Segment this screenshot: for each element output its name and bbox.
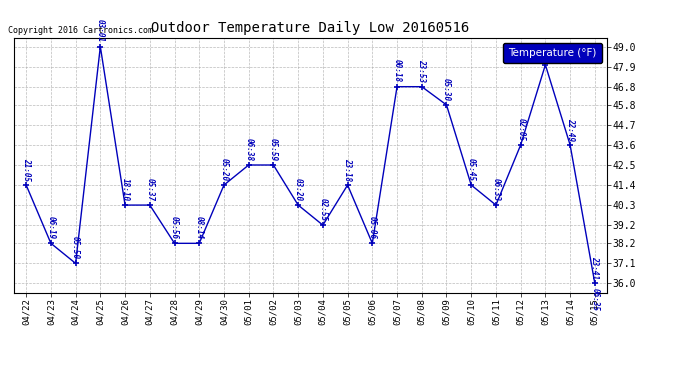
Text: 05:56: 05:56 [170, 216, 179, 239]
Text: 06:35: 06:35 [591, 288, 600, 310]
Text: 23:18: 23:18 [343, 158, 352, 181]
Text: 22:49: 22:49 [566, 118, 575, 141]
Text: 05:37: 05:37 [146, 178, 155, 201]
Text: 05:45: 05:45 [466, 158, 475, 181]
Text: 05:30: 05:30 [442, 78, 451, 101]
Text: 00:: 00: [541, 47, 550, 61]
Text: 21:05: 21:05 [21, 158, 30, 181]
Text: 05:50: 05:50 [71, 236, 80, 259]
Text: 06:19: 06:19 [46, 216, 55, 239]
Text: 05:59: 05:59 [269, 138, 278, 161]
Title: Outdoor Temperature Daily Low 20160516: Outdoor Temperature Daily Low 20160516 [151, 21, 470, 35]
Text: 03:01: 03:01 [96, 20, 105, 42]
Text: 00:18: 00:18 [393, 59, 402, 82]
Text: 02:05: 02:05 [516, 118, 525, 141]
Text: 02:55: 02:55 [318, 198, 327, 221]
Text: 05:06: 05:06 [368, 216, 377, 239]
Text: 05:20: 05:20 [219, 158, 228, 181]
Text: Copyright 2016 Cartronics.com: Copyright 2016 Cartronics.com [8, 26, 153, 35]
Text: 23:53: 23:53 [417, 59, 426, 82]
Text: 03:20: 03:20 [294, 178, 303, 201]
Text: 06:38: 06:38 [244, 138, 253, 161]
Text: 18:10: 18:10 [121, 178, 130, 201]
Text: 06:33: 06:33 [491, 178, 500, 201]
Text: 08:14: 08:14 [195, 216, 204, 239]
Legend: Temperature (°F): Temperature (°F) [503, 43, 602, 63]
Text: 23:41: 23:41 [591, 256, 600, 279]
